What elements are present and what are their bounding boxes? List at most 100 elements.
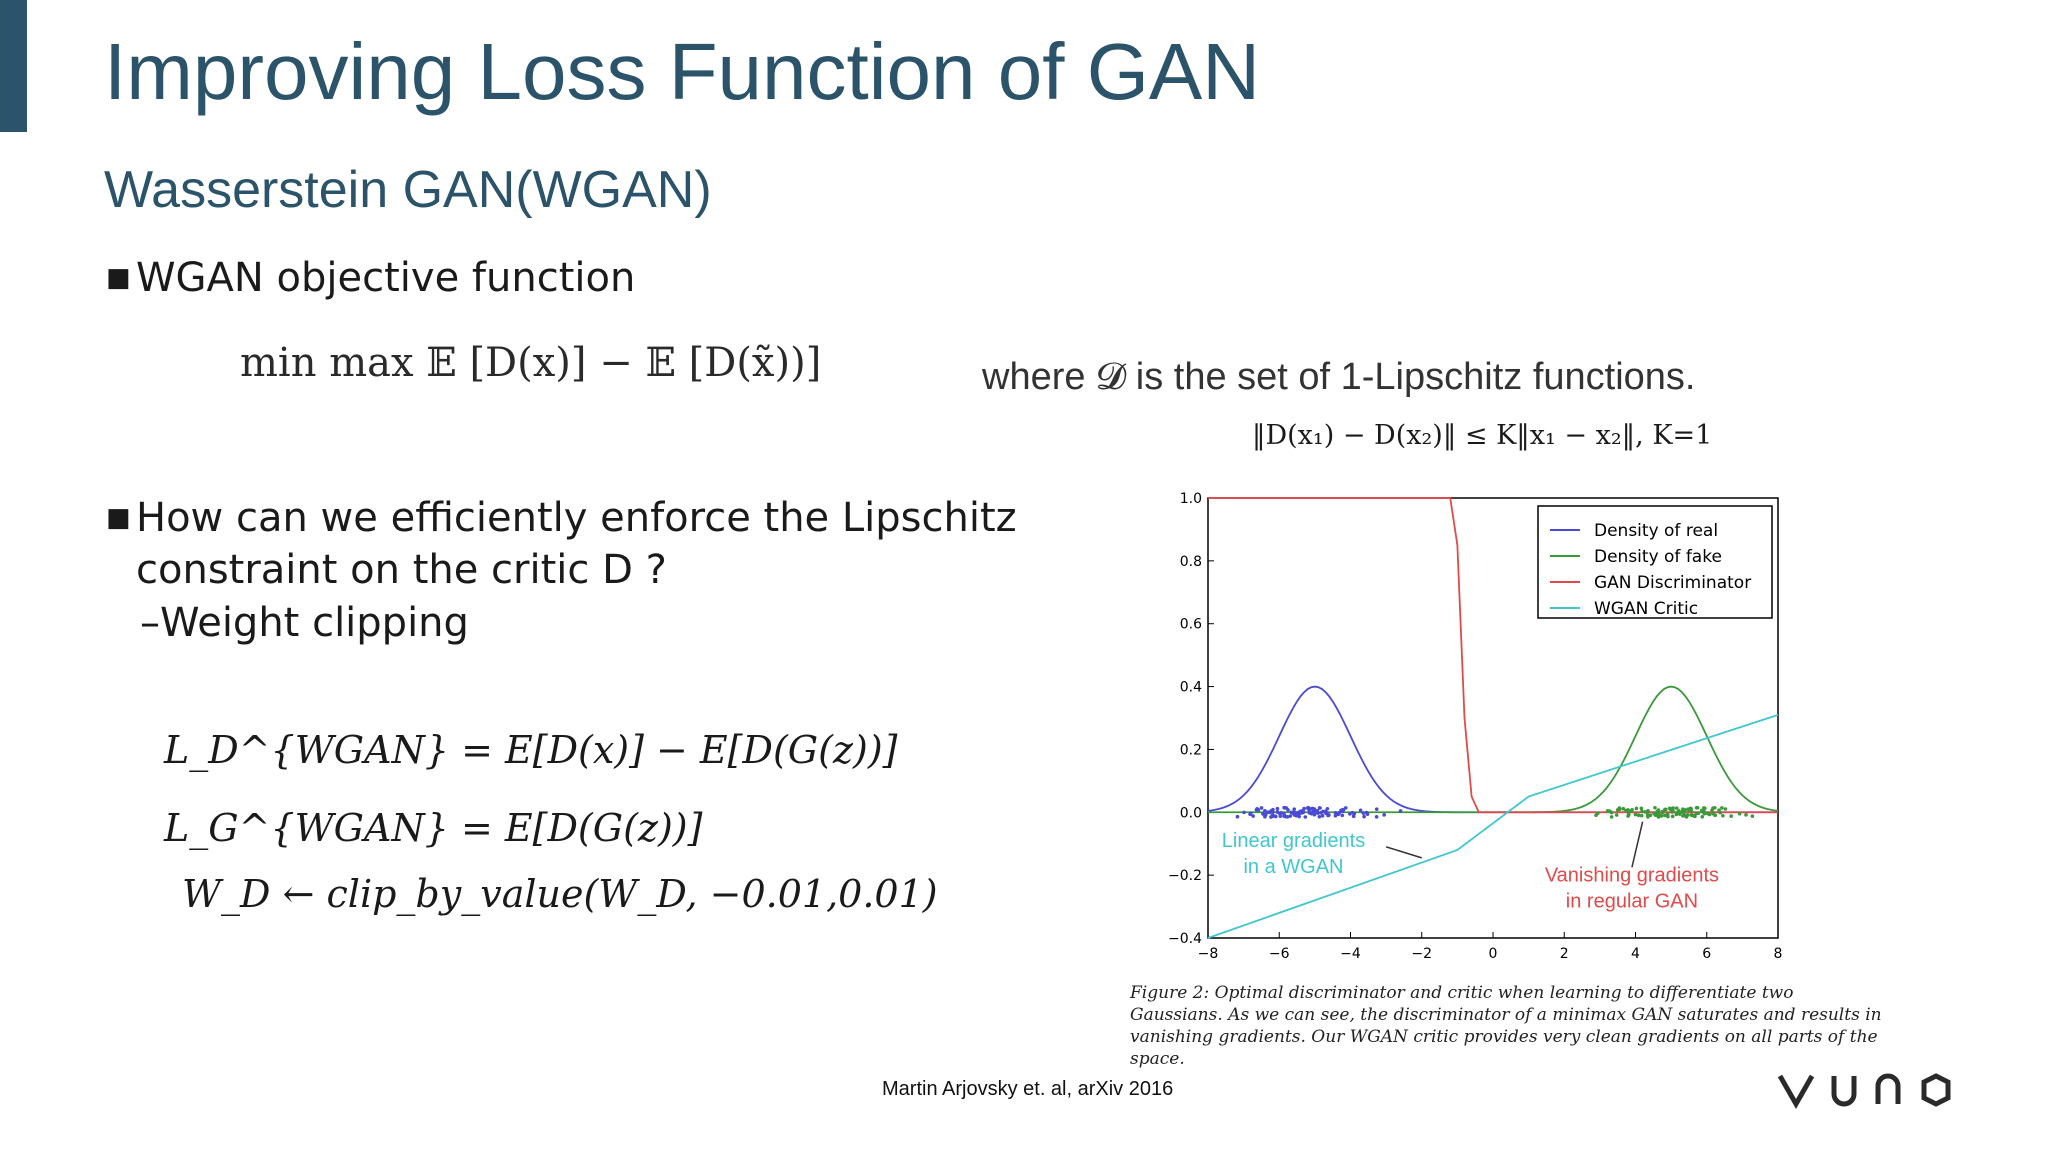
sample-point — [1288, 814, 1293, 818]
sample-point — [1614, 813, 1619, 817]
sample-point — [1737, 811, 1742, 816]
slide-subtitle: Wasserstein GAN(WGAN) — [104, 161, 712, 219]
sample-point — [1317, 814, 1322, 819]
sample-point — [1659, 814, 1664, 818]
sample-point — [1639, 806, 1644, 811]
sample-point — [1263, 812, 1268, 817]
sample-point — [1292, 807, 1297, 812]
sample-point — [1609, 810, 1614, 815]
sample-point — [1686, 807, 1691, 811]
x-tick-label: 8 — [1774, 946, 1783, 962]
sample-point — [1636, 813, 1641, 817]
sample-point — [1305, 806, 1310, 810]
sample-point — [1265, 810, 1270, 814]
sample-point — [1278, 814, 1283, 818]
sample-point — [1362, 814, 1366, 819]
sample-point — [1340, 813, 1345, 818]
annotation-linear-gradients: in a WGAN — [1243, 856, 1343, 878]
chart-svg: −8 −6 −4 −2 0 2 4 6 8 −0.4 −0.2 0.0 0.2 0.4 0.6 0.8 1.0 D… — [1168, 491, 1783, 962]
sample-point — [1655, 809, 1659, 814]
sample-point — [1621, 806, 1626, 811]
sample-point — [1648, 813, 1653, 818]
sample-point — [1277, 811, 1282, 816]
bullet-objective-text: WGAN objective function — [136, 255, 636, 301]
citation: Martin Arjovsky et. al, arXiv 2016 — [882, 1078, 1174, 1100]
sample-point — [1605, 809, 1610, 813]
sample-point — [1325, 807, 1330, 811]
sample-point — [1263, 809, 1267, 813]
sample-point — [1275, 806, 1280, 811]
sample-point — [1361, 811, 1366, 815]
wgan-chart: −8 −6 −4 −2 0 2 4 6 8 −0.4 −0.2 0.0 0.2 0.4 0.6 0.8 1.0 D… — [1150, 478, 1790, 968]
bullet-lipschitz-question: ■ How can we efficiently enforce the Lip… — [106, 492, 1066, 596]
figure-caption: Figure 2: Optimal discriminator and crit… — [1130, 983, 1882, 1069]
x-tick-label: 6 — [1702, 946, 1711, 962]
legend-label: WGAN Critic — [1594, 599, 1698, 619]
annotation-arrow — [1385, 846, 1422, 859]
sample-point — [1398, 809, 1403, 813]
sample-point — [1314, 809, 1318, 814]
x-tick-label: −2 — [1411, 946, 1432, 962]
sample-point — [1720, 806, 1724, 810]
sample-point — [1653, 813, 1657, 817]
sample-point — [1700, 808, 1704, 813]
sample-point — [1259, 806, 1264, 810]
x-tick-label: 4 — [1631, 946, 1640, 962]
sample-point — [1327, 813, 1331, 817]
series-line-4 — [1207, 714, 1779, 939]
sample-point — [1273, 814, 1278, 819]
sample-point — [1293, 810, 1298, 815]
sample-point — [1653, 805, 1657, 810]
sample-point — [1646, 809, 1650, 813]
sample-point — [1269, 815, 1273, 819]
sample-point — [1333, 811, 1338, 815]
legend-box — [1537, 505, 1773, 619]
sample-point — [1318, 806, 1322, 810]
sample-point — [1374, 815, 1379, 819]
annotation-vanishing-gradients: in regular GAN — [1566, 890, 1698, 912]
bullet-square-icon: ■ — [106, 263, 131, 293]
y-tick-label: −0.2 — [1168, 868, 1202, 884]
annotation-vanishing-gradients: Vanishing gradients — [1545, 864, 1719, 886]
sample-point — [1629, 809, 1633, 814]
equation-generator-loss: L_G^{WGAN} = E[D(G(z))] — [164, 806, 703, 850]
sample-point — [1721, 813, 1725, 818]
legend-label: GAN Discriminator — [1594, 573, 1751, 593]
equation-discriminator-loss: L_D^{WGAN} = E[D(x)] − E[D(G(z))] — [164, 728, 898, 772]
sample-point — [1350, 810, 1355, 815]
sample-point — [1717, 808, 1721, 813]
y-tick-label: 1.0 — [1180, 491, 1202, 507]
sample-point — [1303, 815, 1308, 819]
sample-point — [1617, 807, 1622, 812]
sample-point — [1682, 810, 1686, 815]
objective-formula: min max 𝔼 [D(x)] − 𝔼 [D(x̃))] — [240, 340, 822, 386]
sample-point — [1634, 806, 1639, 811]
sample-point — [1333, 813, 1338, 818]
sample-point — [1677, 809, 1681, 813]
sample-point — [1251, 814, 1255, 818]
annotation-arrow — [1631, 821, 1644, 868]
sample-point — [1646, 815, 1650, 819]
sample-point — [1248, 812, 1252, 817]
x-tick-label: 2 — [1560, 946, 1569, 962]
y-tick-label: −0.4 — [1168, 931, 1202, 947]
bullet-objective: ■ WGAN objective function — [106, 252, 635, 304]
sub-bullet-weight-clipping: –Weight clipping — [140, 600, 469, 646]
sample-point — [1639, 813, 1644, 818]
lipschitz-condition: ‖D(x₁) − D(x₂)‖ ≤ K‖x₁ − x₂‖, K=1 — [1252, 420, 1713, 451]
sample-point — [1309, 811, 1314, 816]
y-tick-label: 0.0 — [1180, 805, 1202, 821]
sample-point — [1668, 807, 1673, 812]
sample-point — [1729, 814, 1733, 818]
sample-point — [1321, 809, 1325, 814]
sample-point — [1609, 815, 1614, 819]
sample-point — [1702, 811, 1707, 816]
accent-bar — [0, 0, 27, 132]
sample-point — [1312, 807, 1317, 811]
bullet-lipschitz-text: How can we efficiently enforce the Lipsc… — [136, 495, 1017, 593]
sample-point — [1365, 812, 1370, 816]
sample-point — [1282, 814, 1286, 818]
sample-point — [1301, 808, 1305, 813]
x-tick-label: −8 — [1198, 946, 1219, 962]
y-tick-label: 0.8 — [1180, 554, 1202, 570]
